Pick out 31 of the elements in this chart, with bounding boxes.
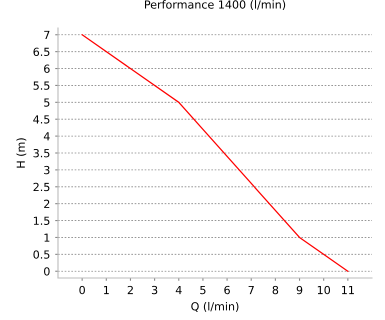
y-axis-title: H (m) — [16, 138, 26, 168]
y-tick-label: 1 — [44, 234, 50, 242]
x-tick-label: 10 — [318, 286, 330, 294]
y-tick-label: 4 — [44, 132, 50, 140]
y-tick-label: 0.5 — [33, 250, 50, 259]
x-tick-label: 4 — [176, 286, 182, 294]
x-tick-label: 0 — [79, 286, 85, 294]
x-tick-label: 3 — [152, 286, 158, 294]
x-tick-label: 5 — [200, 286, 206, 294]
y-tick-label: 5 — [44, 98, 50, 107]
x-tick-label: 7 — [248, 286, 254, 294]
x-tick-label: 6 — [224, 286, 230, 294]
chart-title: Performance 1400 (l/min) — [144, 0, 286, 10]
x-tick-label: 2 — [128, 286, 133, 294]
y-tick-label: 3.5 — [34, 148, 50, 158]
y-tick-label: 4.5 — [33, 115, 50, 124]
y-tick-label: 7 — [44, 30, 50, 39]
x-tick-label: 9 — [296, 286, 302, 294]
line-series — [82, 34, 348, 272]
y-tick-label: 0 — [44, 267, 50, 276]
x-tick-label: 8 — [272, 286, 278, 294]
y-tick-label: 6 — [44, 64, 50, 73]
x-tick-label: 11 — [342, 286, 354, 294]
x-axis-title: Q (l/min) — [191, 302, 238, 312]
y-tick-label: 5.5 — [34, 82, 50, 90]
y-tick-label: 1.5 — [34, 216, 50, 225]
y-tick-label: 6.5 — [33, 48, 50, 56]
y-tick-label: 2 — [44, 200, 50, 208]
y-tick-label: 3 — [44, 166, 50, 174]
x-tick-label: 1 — [104, 286, 109, 294]
y-tick-label: 2.5 — [34, 182, 50, 192]
